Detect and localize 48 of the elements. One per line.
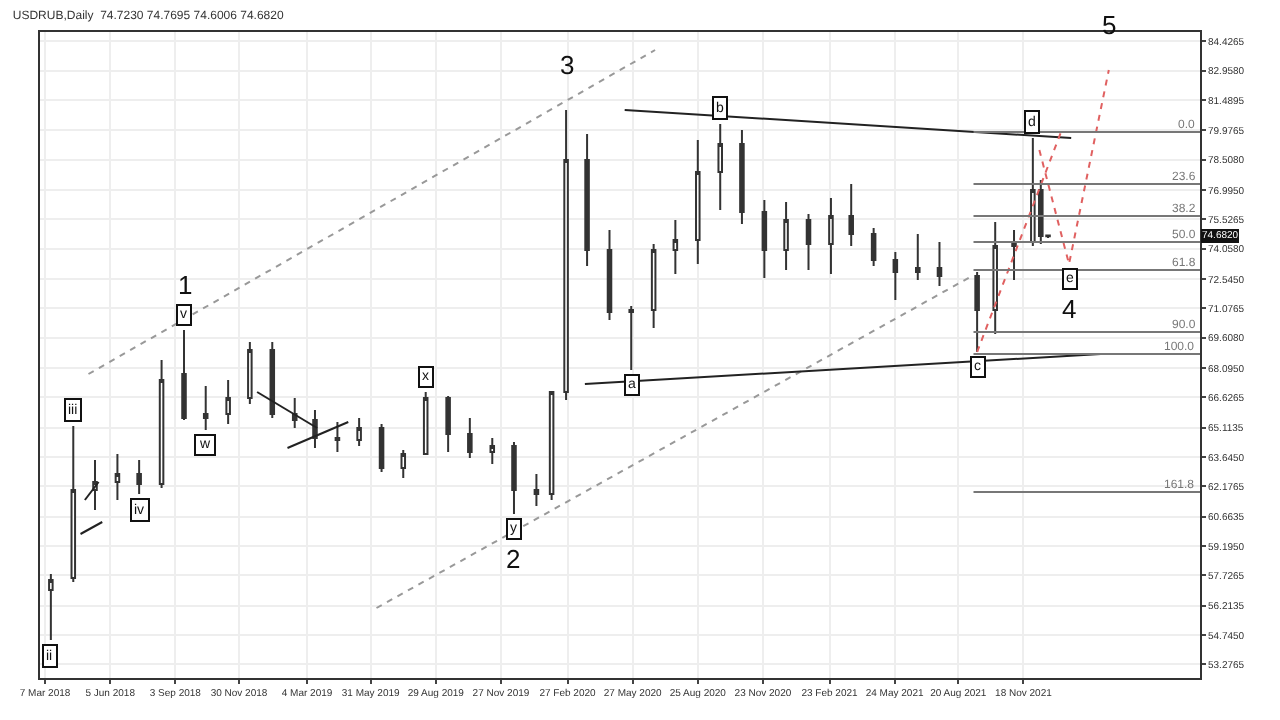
candlestick (974, 271, 980, 353)
candlestick (533, 473, 540, 507)
candlestick (445, 395, 451, 453)
candlestick (870, 227, 877, 267)
candlestick (181, 329, 187, 421)
candlestick (936, 241, 943, 287)
candlestick (606, 229, 613, 321)
candlestick (915, 233, 921, 281)
candlestick (70, 425, 77, 583)
candlestick (400, 449, 407, 479)
candlestick (695, 139, 701, 265)
candlestick (783, 201, 789, 271)
annotation: 3 (560, 50, 575, 80)
candlestick (334, 421, 341, 453)
candlestick (247, 341, 253, 405)
candlestick (48, 573, 54, 641)
candlestick (672, 219, 679, 275)
candlestick (1011, 229, 1017, 281)
candlestick (739, 129, 745, 225)
candlestick (511, 441, 517, 515)
candlestick (356, 417, 362, 447)
candlestick (467, 417, 473, 459)
candlestick (489, 437, 496, 465)
candlestick (992, 221, 998, 335)
candlestick (291, 397, 298, 429)
annotation: 1 (178, 270, 193, 300)
candlestick (378, 423, 385, 473)
candlestick (114, 453, 121, 501)
candlestick (848, 183, 854, 247)
candlestick (92, 459, 98, 511)
candlestick (548, 391, 555, 501)
candlestick (1030, 137, 1036, 247)
candlestick (225, 379, 231, 425)
candlestick (650, 243, 657, 329)
candlestick (422, 391, 429, 455)
candlestick (717, 123, 723, 211)
candlestick (892, 251, 899, 301)
candlestick (136, 459, 142, 495)
annotation: 4 (1062, 294, 1077, 324)
annotation: 2 (506, 544, 521, 574)
candlestick (202, 385, 209, 431)
candlestick (805, 213, 812, 271)
candlestick (584, 133, 590, 267)
candlestick (158, 359, 165, 489)
candlestick (828, 197, 834, 275)
candlestick (761, 199, 768, 279)
candlestick (628, 305, 634, 371)
candlestick (269, 341, 276, 419)
